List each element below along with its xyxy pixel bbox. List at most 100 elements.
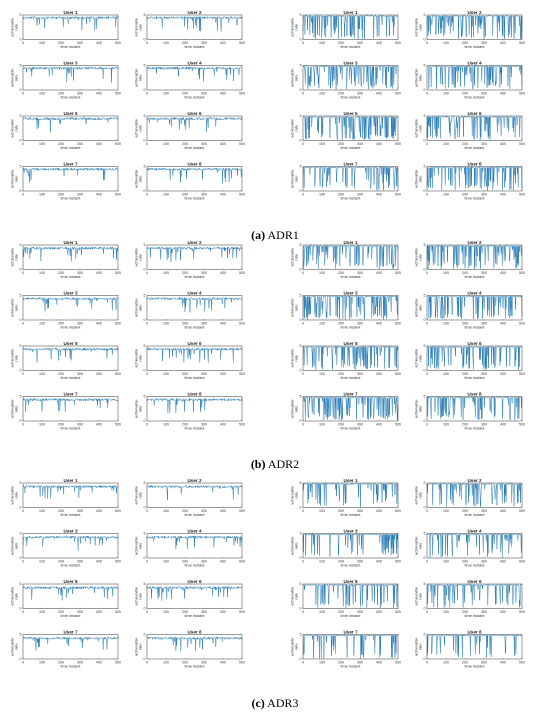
x-tick-label: 200 (58, 372, 64, 376)
x-tick-label: 100 (163, 192, 169, 196)
x-tick-label: 200 (58, 610, 64, 614)
x-tick-label: 0 (302, 271, 304, 275)
x-tick-label: 500 (239, 192, 245, 196)
axes-box (426, 14, 523, 40)
x-tick-label: 0 (22, 559, 24, 563)
x-tick-label: 400 (96, 321, 102, 325)
subplot-title: User 7 (343, 629, 357, 634)
y-tick-label: 5 (144, 64, 146, 68)
x-tick-label: 300 (201, 91, 207, 95)
x-tick-label: 500 (519, 372, 525, 376)
x-tick-label: 500 (395, 372, 401, 376)
axes-box (302, 244, 399, 270)
x-tick-label: 0 (302, 660, 304, 664)
y-tick-label: 5 (424, 395, 426, 399)
x-tick-label: 200 (182, 422, 188, 426)
x-tick-label: 500 (395, 271, 401, 275)
x-tick-label: 300 (481, 660, 487, 664)
series-line (22, 585, 119, 601)
x-tick-label: 100 (163, 422, 169, 426)
x-tick-label: 400 (96, 41, 102, 45)
series-line (146, 585, 243, 601)
x-tick-label: 0 (302, 422, 304, 426)
subplot-title: User 6 (187, 341, 201, 346)
y-tick-label: 5 (424, 481, 426, 485)
x-tick-label: 400 (96, 271, 102, 275)
y-axis-label: achievablerate (133, 68, 142, 87)
caption-adr2: (b) ADR2 (250, 457, 300, 471)
x-tick-label: 100 (39, 372, 45, 376)
x-tick-label: 400 (376, 660, 382, 664)
x-tick-label: 200 (338, 91, 344, 95)
axes-box (22, 634, 119, 660)
y-tick-label: 0 (144, 139, 146, 143)
x-tick-label: 0 (426, 41, 428, 45)
y-tick-label: 0 (300, 419, 302, 423)
x-tick-label: 100 (443, 372, 449, 376)
series-line (426, 345, 523, 370)
axes-box (426, 345, 523, 371)
x-tick-label: 300 (357, 41, 363, 45)
x-tick-label: 100 (443, 422, 449, 426)
x-axis-label: time instant (61, 664, 82, 669)
x-tick-label: 300 (77, 610, 83, 614)
y-tick-label: 0 (300, 139, 302, 143)
x-tick-label: 200 (182, 372, 188, 376)
x-tick-label: 100 (163, 610, 169, 614)
series-line (146, 296, 243, 313)
x-tick-label: 0 (22, 271, 24, 275)
series-line (302, 533, 399, 557)
y-tick-label: 0 (424, 139, 426, 143)
subplot-title: User 5 (343, 341, 357, 346)
series-line (22, 397, 119, 412)
x-tick-label: 100 (163, 321, 169, 325)
x-tick-label: 0 (426, 559, 428, 563)
axes-box (426, 634, 523, 660)
x-tick-label: 300 (481, 372, 487, 376)
x-axis-label: time instant (61, 196, 82, 201)
x-axis-label: time instant (185, 325, 206, 330)
subplot-title: User 2 (187, 10, 201, 15)
y-axis-label: achievablerate (9, 169, 18, 188)
x-tick-label: 300 (481, 422, 487, 426)
axes-box (22, 345, 119, 371)
x-tick-label: 500 (239, 509, 245, 513)
x-tick-label: 400 (96, 142, 102, 146)
y-tick-label: 5 (20, 532, 22, 536)
axes-box (302, 634, 399, 660)
series-line (426, 295, 523, 320)
x-tick-label: 200 (58, 321, 64, 325)
y-tick-label: 0 (144, 607, 146, 611)
x-axis-label: time instant (341, 145, 362, 150)
subplot-title: User 2 (467, 10, 481, 15)
x-tick-label: 0 (146, 271, 148, 275)
x-tick-label: 500 (519, 660, 525, 664)
y-axis-label: achievablerate (133, 587, 142, 606)
y-tick-label: 5 (144, 114, 146, 118)
x-tick-label: 500 (239, 559, 245, 563)
x-axis-label: time instant (61, 512, 82, 517)
x-tick-label: 300 (481, 509, 487, 513)
axes-box (426, 583, 523, 609)
y-tick-label: 5 (300, 633, 302, 637)
y-tick-label: 0 (300, 369, 302, 373)
series-line (302, 14, 399, 39)
x-tick-label: 500 (115, 422, 121, 426)
x-tick-label: 100 (163, 509, 169, 513)
x-tick-label: 0 (146, 559, 148, 563)
x-tick-label: 400 (500, 610, 506, 614)
y-tick-label: 0 (424, 88, 426, 92)
series-line (22, 636, 119, 651)
x-tick-label: 300 (77, 559, 83, 563)
x-tick-label: 300 (357, 192, 363, 196)
